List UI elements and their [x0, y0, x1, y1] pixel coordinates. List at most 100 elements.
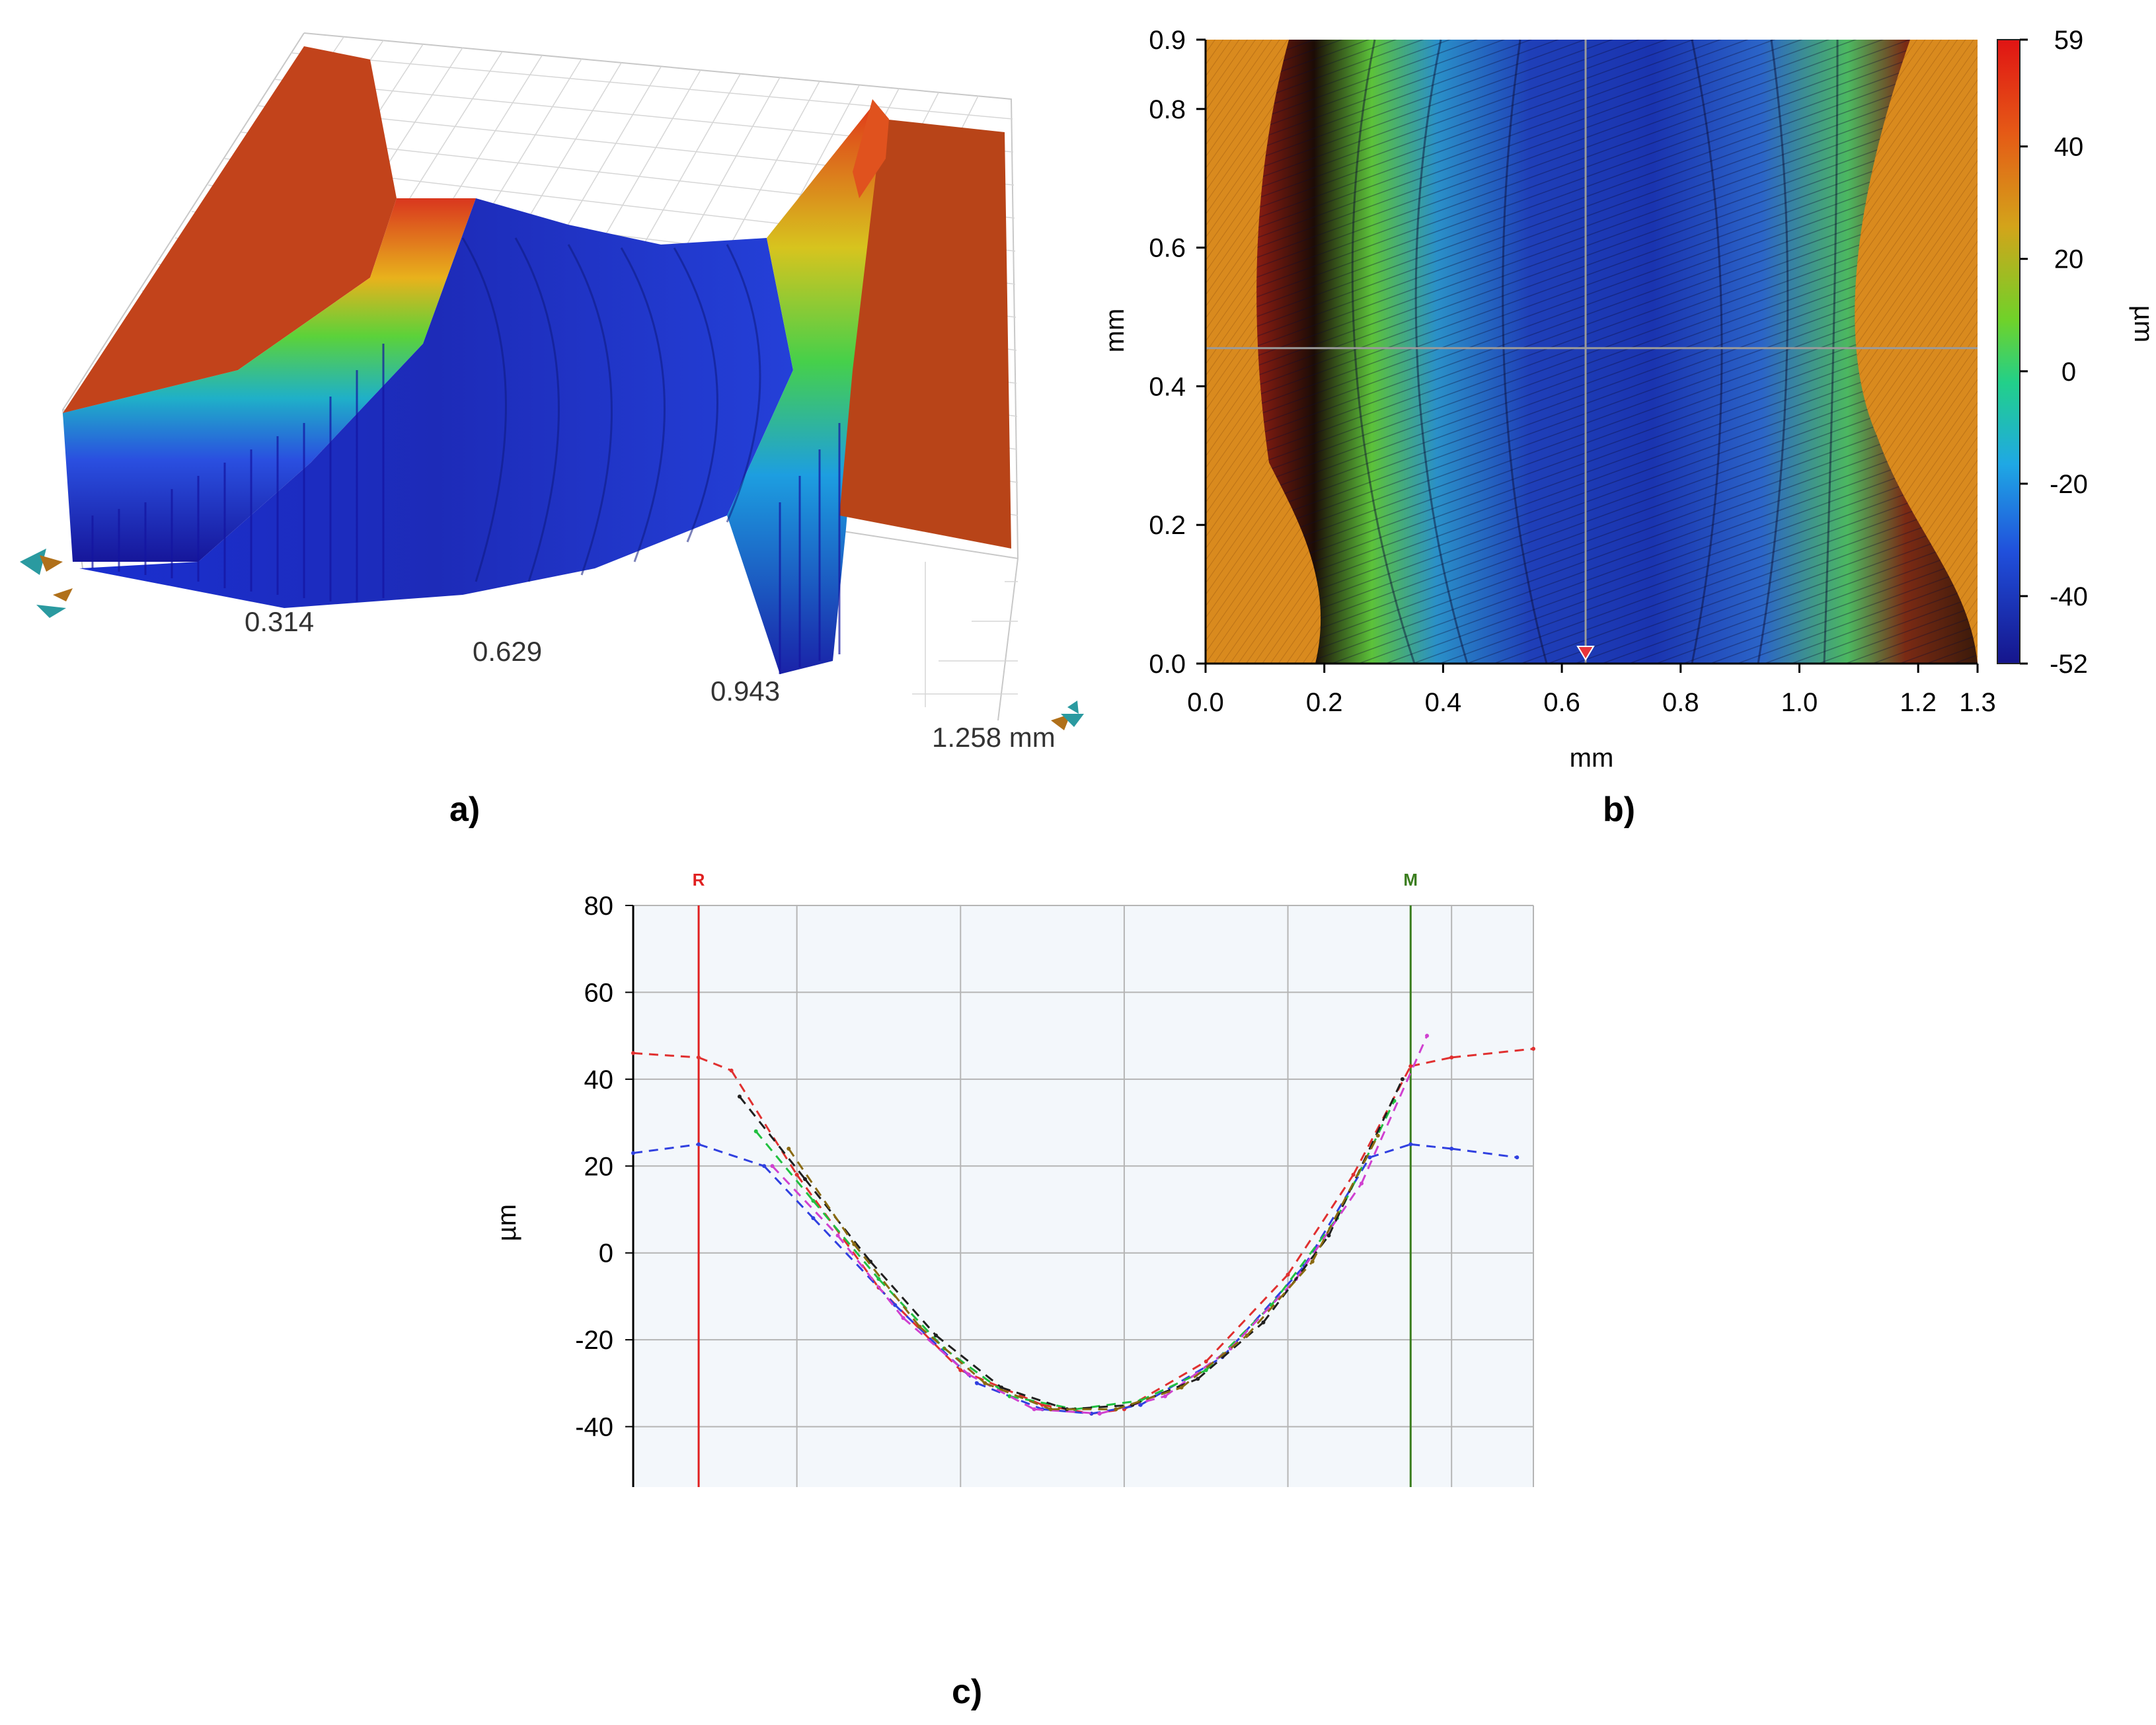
heatmap-x-tick-label: 0.0	[1187, 688, 1224, 717]
series-segment	[919, 1326, 986, 1384]
heatmap-x-tick-label: 0.8	[1662, 688, 1699, 717]
series-point	[1179, 1385, 1184, 1390]
series-point	[631, 1051, 635, 1055]
colorbar-tick-label: 59	[2054, 26, 2084, 55]
series-point	[1367, 1155, 1372, 1160]
series-segment	[1287, 1174, 1354, 1276]
profile-y-axis-label: µm	[492, 1204, 521, 1241]
series-point	[1449, 1055, 1454, 1059]
colorbar-tick-label: -20	[2050, 470, 2088, 499]
heatmap-x-axis-label: mm	[1570, 744, 1614, 773]
colorbar	[1997, 39, 2021, 664]
series-point	[983, 1381, 987, 1385]
groove-left-wall	[63, 198, 476, 562]
series-segment	[902, 1317, 970, 1375]
series-segment	[1140, 1369, 1207, 1402]
series-segment	[1009, 1395, 1075, 1410]
profile-y-tick-label: 60	[584, 978, 614, 1007]
series-segment	[698, 1056, 732, 1072]
rotate-view-widget-right[interactable]	[1051, 701, 1084, 730]
series-point	[1531, 1046, 1535, 1051]
heatmap-y-tick-label: 0.6	[1149, 234, 1186, 263]
series-point	[1449, 1147, 1454, 1151]
series-point	[1400, 1077, 1405, 1081]
profile-y-tick-label: -40	[575, 1413, 613, 1442]
series-segment	[1205, 1274, 1289, 1363]
series-segment	[1410, 1056, 1452, 1067]
series-profile-6	[787, 1133, 1380, 1412]
groove-right-wall	[727, 106, 886, 674]
series-segment	[1067, 1404, 1133, 1410]
series-point	[917, 1324, 922, 1329]
series-point	[737, 1094, 742, 1099]
panel-label-a: a)	[449, 790, 481, 829]
series-point	[1204, 1360, 1208, 1363]
cursor-label-M[interactable]: M	[1403, 870, 1418, 890]
series-point	[631, 1151, 635, 1155]
series-point	[1408, 1064, 1413, 1069]
profile-grid	[633, 905, 1534, 1487]
series-point	[1359, 1181, 1364, 1186]
series-segment	[1034, 1408, 1100, 1415]
series-point	[1351, 1172, 1356, 1177]
cursor-label-R[interactable]: R	[693, 870, 705, 890]
series-segment	[1360, 1035, 1428, 1184]
heatmap-arc-lines	[1351, 39, 1839, 664]
series-point	[811, 1216, 816, 1221]
heatmap-plot-area	[1206, 39, 1978, 664]
series-segment	[1295, 1182, 1363, 1280]
colorbar-tick-label: -52	[2050, 650, 2088, 679]
x-tick-label: 0.629	[473, 636, 542, 667]
right-plateau-top-band	[853, 99, 889, 198]
panel-c-profile-chart: 00.20.40.60.811.1806040200-20-40-60 RM m…	[492, 870, 1535, 1487]
series-segment	[984, 1382, 1052, 1410]
series-segment	[894, 1304, 978, 1384]
series-segment	[633, 1052, 699, 1059]
series-point	[697, 1142, 701, 1147]
series-segment	[812, 1200, 880, 1280]
series-point	[1375, 1133, 1380, 1138]
crosshair-marker-icon[interactable]	[1576, 646, 1595, 661]
heatmap-y-tick-label: 0.0	[1149, 650, 1186, 679]
right-plateau-surface	[839, 119, 1011, 549]
series-point	[835, 1233, 840, 1238]
profile-y-tick-label: -20	[575, 1326, 613, 1355]
series-point	[1286, 1272, 1290, 1277]
series-segment	[1246, 1260, 1313, 1336]
heatmap-y-tick-label: 0.2	[1149, 511, 1186, 540]
series-point	[901, 1316, 905, 1321]
series-segment	[771, 1165, 839, 1237]
rotate-view-widget-left[interactable]	[20, 549, 73, 618]
profile-y-tick-label: 0	[599, 1239, 613, 1268]
heatmap-x-tick-label: 0.4	[1425, 688, 1462, 717]
series-point	[811, 1198, 816, 1203]
panel-label-b: b)	[1603, 790, 1636, 829]
colorbar-tick-label: 20	[2054, 245, 2084, 274]
heatmap-x-tick-label: 0.2	[1306, 688, 1343, 717]
series-point	[1163, 1394, 1167, 1399]
series-point	[934, 1333, 939, 1338]
series-segment	[943, 1348, 1011, 1397]
series-segment	[1116, 1387, 1182, 1410]
series-point	[1515, 1155, 1520, 1160]
heatmap-crosshair[interactable]	[1206, 40, 1978, 664]
heatmap-x-tick-label: 1.3	[1959, 688, 1996, 717]
series-point	[1327, 1233, 1331, 1238]
heatmap-y-axis-label: mm	[1100, 309, 1130, 353]
profile-y-tick-label: 20	[584, 1152, 614, 1181]
series-segment	[633, 1143, 699, 1155]
series-segment	[935, 1334, 1003, 1389]
series-segment	[1311, 1135, 1379, 1262]
series-point	[893, 1303, 898, 1307]
series-point	[1138, 1402, 1143, 1407]
heatmap-groove-striations	[1256, 40, 1978, 664]
series-segment	[1451, 1147, 1518, 1159]
series-segment	[763, 1165, 814, 1219]
series-segment	[1262, 1235, 1330, 1323]
series-segment	[968, 1373, 1035, 1410]
panel-a-surface-chart: 0.314 0.629 0.943 1.258 mm	[20, 32, 1084, 753]
profile-y-tick-label: 80	[584, 892, 614, 921]
x-tick-label: 1.258 mm	[932, 722, 1056, 753]
series-point	[1196, 1377, 1200, 1381]
